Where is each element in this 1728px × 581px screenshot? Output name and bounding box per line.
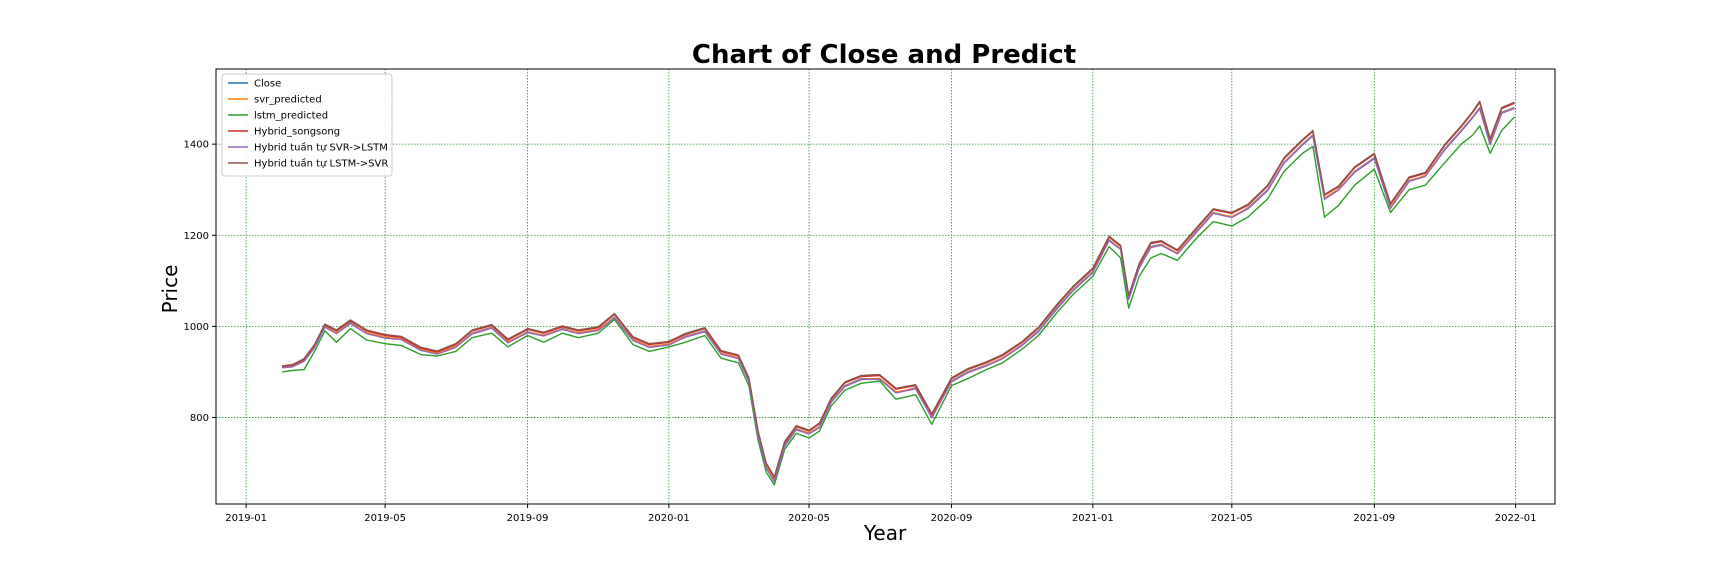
plot-area-frame <box>215 68 1556 505</box>
x-tick-label: 2019-01 <box>225 513 267 524</box>
x-tick-label: 2020-01 <box>648 513 690 524</box>
x-tick-label: 2020-05 <box>788 513 830 524</box>
x-tick-label: 2021-01 <box>1072 513 1114 524</box>
x-tick-label: 2020-09 <box>931 513 973 524</box>
x-tick-label: 2019-09 <box>507 513 549 524</box>
y-tick-label: 1400 <box>184 140 209 151</box>
legend-box <box>221 73 393 177</box>
y-axis-ticks: 800 1000 1200 1400 <box>184 140 216 424</box>
y-tick-label: 1200 <box>184 231 209 242</box>
x-tick-label: 2021-05 <box>1211 513 1253 524</box>
x-tick-label: 2022-01 <box>1495 513 1537 524</box>
series-lines <box>281 100 1516 486</box>
series-line-hybrid-tu-n-t-lstm-svr <box>281 100 1515 478</box>
chart-title: Chart of Close and Predict <box>692 40 1076 70</box>
y-tick-label: 800 <box>190 413 209 424</box>
legend-label: svr_predicted <box>254 95 322 106</box>
series-line-close <box>281 106 1515 482</box>
y-tick-label: 1000 <box>184 322 209 333</box>
x-tick-label: 2019-05 <box>364 513 406 524</box>
x-tick-label: 2021-09 <box>1353 513 1395 524</box>
legend: Close svr_predicted lstm_predicted Hybrid_s… <box>221 73 393 177</box>
series-line-lstm-predicted <box>281 116 1516 486</box>
y-axis-title: Price <box>158 265 182 314</box>
legend-label: Close <box>254 79 281 90</box>
x-axis-ticks: 2019-01 2019-05 2019-09 2020-01 2020-05 2020-… <box>225 504 1537 524</box>
series-line-svr-predicted <box>281 107 1515 481</box>
legend-label: Hybrid_songsong <box>254 127 340 138</box>
legend-label: Hybrid tuần tự LSTM->SVR <box>254 158 388 170</box>
legend-label: lstm_predicted <box>254 111 328 122</box>
grid <box>216 69 1555 504</box>
x-axis-title: Year <box>863 521 907 545</box>
legend-label: Hybrid tuần tự SVR->LSTM <box>254 142 388 154</box>
series-line-hybrid-songsong <box>281 101 1515 479</box>
series-line-hybrid-tu-n-t-svr-lstm <box>281 107 1515 483</box>
